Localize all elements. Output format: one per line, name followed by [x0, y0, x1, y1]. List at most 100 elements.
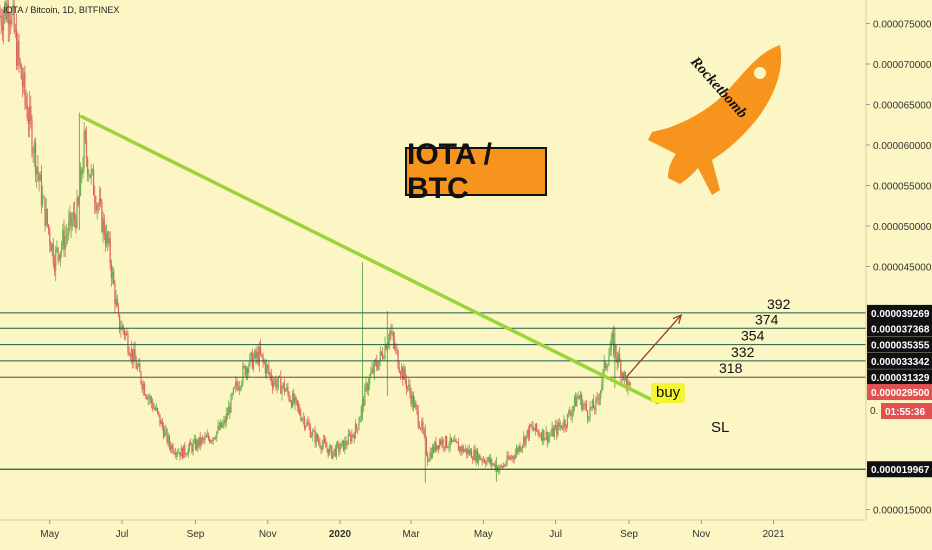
candle-body — [193, 439, 195, 443]
level-price-tag-text: 0.000033342 — [871, 357, 930, 368]
candle-body — [566, 413, 569, 428]
candle-body — [338, 443, 340, 452]
candle-body — [481, 459, 483, 461]
candle-body — [119, 314, 121, 331]
candle-body — [353, 435, 355, 439]
stop-loss-price-tag-bg — [867, 461, 932, 478]
candle-body — [454, 439, 456, 442]
countdown-prefix: 0. — [870, 406, 878, 417]
candle-body — [406, 386, 409, 389]
candle-body — [327, 448, 329, 455]
candle-body — [194, 439, 197, 449]
candle-body — [224, 420, 226, 423]
candle-body — [36, 167, 38, 175]
candle-body — [8, 19, 11, 25]
candle-body — [412, 394, 415, 408]
level-price-tag-text: 0.000031329 — [871, 373, 930, 384]
level-price-tag: 0.000033342 — [867, 352, 932, 369]
candle-body — [47, 224, 50, 231]
candle-body — [30, 105, 32, 121]
candle-body — [18, 40, 20, 60]
candle-body — [402, 367, 404, 381]
candle-body — [146, 396, 148, 400]
candle-body — [10, 19, 12, 25]
candle-body — [517, 448, 519, 452]
candle-body — [457, 443, 460, 451]
candle-body — [560, 425, 563, 429]
candle-body — [571, 410, 573, 417]
candle-body — [177, 452, 179, 454]
candle-body — [40, 174, 43, 205]
candle-body — [540, 435, 542, 441]
x-tick-label: Nov — [692, 529, 710, 540]
y-axis[interactable]: 0.000075000 0.000070000 0.000065000 0.00006… — [866, 19, 932, 516]
candle-body — [436, 445, 438, 450]
candle-body — [34, 142, 37, 175]
candle-body — [432, 446, 435, 452]
level-price-tag-text: 0.000037368 — [871, 324, 930, 335]
current-price-tag-text: 0.000029500 — [871, 388, 930, 399]
candle-body — [318, 440, 320, 442]
candle-body — [585, 403, 588, 411]
candle-body — [366, 383, 368, 391]
candle-body — [543, 429, 545, 441]
candle-body — [344, 441, 346, 451]
candle-body — [161, 420, 163, 428]
candle-body — [329, 445, 332, 448]
candle-body — [334, 448, 336, 457]
rocket-body — [648, 45, 782, 195]
candle-body — [264, 363, 266, 374]
candle-body — [628, 381, 630, 383]
candle-body — [220, 422, 223, 428]
candle-body — [204, 436, 206, 440]
candle-body — [409, 384, 411, 394]
candle-body — [615, 345, 617, 358]
candle-body — [476, 450, 479, 463]
candle-body — [534, 423, 537, 431]
y-tick-label: 0.000070000 — [873, 60, 932, 71]
candle-body — [620, 361, 622, 377]
candle-body — [547, 436, 550, 443]
candle-body — [512, 456, 514, 458]
x-tick-label: 2021 — [762, 529, 785, 540]
candle-body — [254, 350, 256, 359]
downtrend-line — [79, 114, 660, 405]
candle-body — [115, 299, 117, 305]
candle-body — [178, 452, 180, 454]
candle-body — [198, 437, 200, 447]
candle-body — [350, 434, 352, 442]
candle-body — [12, 5, 14, 12]
y-tick-label: 0.000045000 — [873, 262, 932, 273]
candle-body — [26, 104, 28, 119]
candle-body — [345, 441, 347, 446]
candle-body — [256, 352, 258, 358]
plot-area[interactable] — [0, 0, 866, 520]
candle-body — [527, 429, 529, 438]
candle-body — [455, 439, 457, 442]
candle-body — [91, 169, 94, 171]
candle-body — [397, 350, 399, 368]
level-price-tag: 0.000039269 — [867, 304, 932, 321]
candle-body — [550, 434, 552, 436]
candle-body — [268, 367, 270, 374]
candle-body — [173, 452, 175, 454]
candle-body — [128, 351, 130, 356]
candle-body — [396, 347, 398, 351]
x-axis[interactable]: May Jul Sep Nov 2020 Mar May Jul Sep Nov 2021 — [40, 520, 785, 540]
candle-body — [530, 424, 532, 427]
candle-body — [444, 436, 447, 448]
candle-body — [159, 414, 161, 425]
candle-body — [339, 448, 341, 452]
candle-body — [410, 393, 412, 405]
candle-body — [258, 347, 261, 365]
candle-body — [385, 344, 387, 350]
candle-body — [451, 440, 454, 442]
candle-body — [297, 405, 300, 408]
candle-body — [472, 458, 474, 460]
candle-body — [508, 457, 511, 460]
candle-body — [167, 436, 169, 443]
candle-body — [475, 450, 477, 461]
candle-body — [383, 358, 385, 359]
candle-body — [39, 174, 41, 181]
